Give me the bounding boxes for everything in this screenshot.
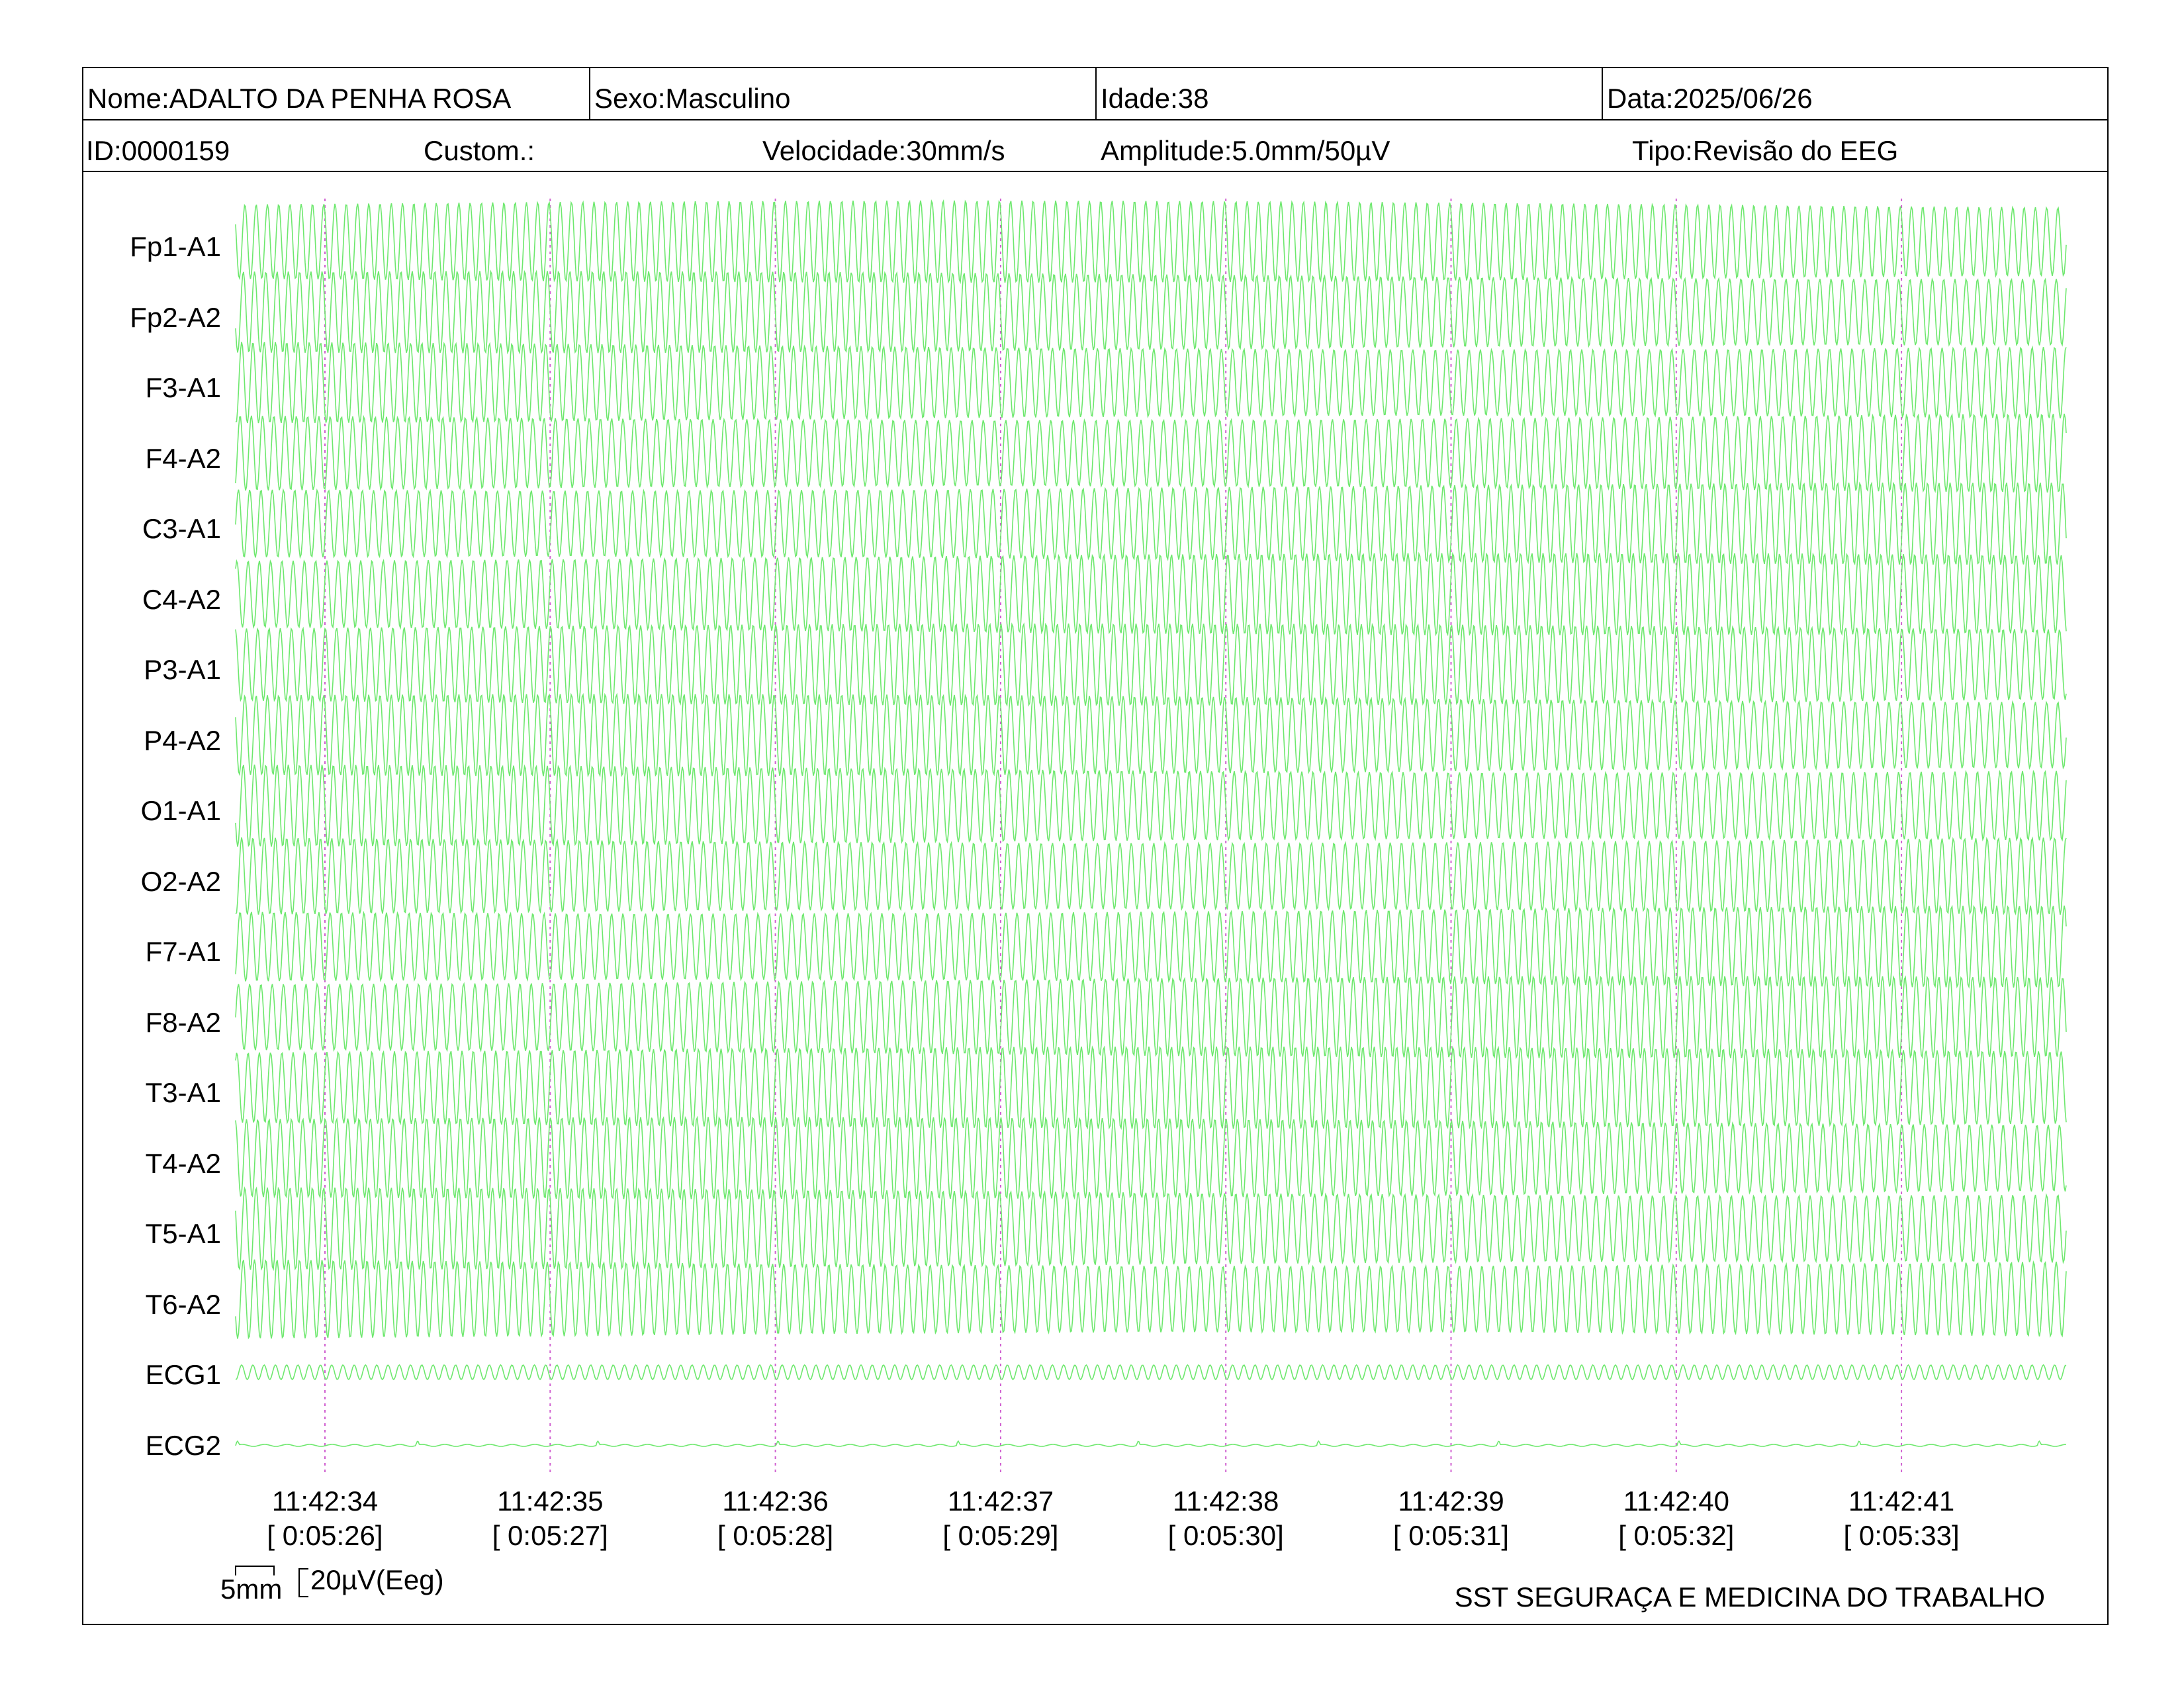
channel-label: T4-A2 <box>145 1147 221 1179</box>
header-divider <box>82 119 2109 120</box>
channel-trace <box>235 1364 2067 1381</box>
clock-time: 11:42:39 <box>1398 1485 1504 1517</box>
clock-time: 11:42:41 <box>1848 1485 1955 1517</box>
channel-label: F3-A1 <box>145 372 221 403</box>
custom-field: Custom.: <box>424 135 535 166</box>
channel-trace <box>235 199 2067 285</box>
channel-trace <box>235 1186 2067 1272</box>
channel-trace <box>235 269 2067 355</box>
time-marker-label: 11:42:41[ 0:05:33] <box>1822 1484 1981 1553</box>
elapsed-time: [ 0:05:28] <box>717 1520 834 1551</box>
channel-label: ECG1 <box>145 1359 221 1390</box>
elapsed-time: [ 0:05:30] <box>1167 1520 1284 1551</box>
channel-label: F4-A2 <box>145 442 221 474</box>
channel-label: T6-A2 <box>145 1288 221 1320</box>
amplitude-scale-label: 20µV(Eeg) <box>310 1564 444 1595</box>
header-cell-divider <box>589 67 590 120</box>
channel-trace <box>235 412 2067 493</box>
elapsed-time: [ 0:05:29] <box>942 1520 1059 1551</box>
channel-label: T3-A1 <box>145 1077 221 1108</box>
channel-trace <box>235 481 2067 566</box>
channel-label: P3-A1 <box>144 654 221 685</box>
header-cell-divider <box>1095 67 1097 120</box>
channel-label: C4-A2 <box>142 583 221 615</box>
clock-time: 11:42:36 <box>722 1485 829 1517</box>
channel-trace <box>235 692 2067 778</box>
time-marker-label: 11:42:40[ 0:05:32] <box>1597 1484 1756 1553</box>
channel-label: Fp1-A1 <box>130 231 221 262</box>
channel-trace <box>235 1259 2067 1340</box>
time-marker-label: 11:42:38[ 0:05:30] <box>1146 1484 1305 1553</box>
channel-trace <box>235 836 2067 916</box>
time-marker-label: 11:42:34[ 0:05:26] <box>246 1484 404 1553</box>
channel-label: ECG2 <box>145 1429 221 1461</box>
channel-trace <box>235 551 2067 637</box>
time-scale-bracket <box>235 1566 275 1575</box>
clock-time: 11:42:40 <box>1623 1485 1729 1517</box>
channel-label: F8-A2 <box>145 1006 221 1038</box>
elapsed-time: [ 0:05:27] <box>492 1520 608 1551</box>
amplitude-scale-bracket <box>298 1568 308 1597</box>
time-marker-label: 11:42:35[ 0:05:27] <box>471 1484 629 1553</box>
channel-label: O1-A1 <box>140 795 221 826</box>
patient-sex: Sexo:Masculino <box>594 83 791 114</box>
clock-time: 11:42:35 <box>497 1485 604 1517</box>
exam-date: Data:2025/06/26 <box>1607 83 1813 114</box>
channel-label: Fp2-A2 <box>130 301 221 333</box>
channel-trace <box>235 1440 2067 1447</box>
header-bottom-border <box>82 171 2109 172</box>
channel-trace <box>235 764 2067 847</box>
exam-type: Tipo:Revisão do EEG <box>1632 135 1899 166</box>
elapsed-time: [ 0:05:31] <box>1392 1520 1510 1551</box>
time-scale-label: 5mm <box>220 1573 283 1605</box>
channel-label: F7-A1 <box>145 936 221 967</box>
channel-label: P4-A2 <box>144 724 221 756</box>
time-marker-label: 11:42:37[ 0:05:29] <box>921 1484 1080 1553</box>
channel-trace <box>235 622 2067 708</box>
channel-label: T5-A1 <box>145 1218 221 1249</box>
channel-trace <box>235 1045 2067 1130</box>
channel-trace <box>235 342 2067 424</box>
speed-setting: Velocidade:30mm/s <box>762 135 1005 166</box>
time-marker-label: 11:42:36[ 0:05:28] <box>696 1484 855 1553</box>
clock-time: 11:42:38 <box>1173 1485 1279 1517</box>
channel-trace <box>235 974 2067 1060</box>
elapsed-time: [ 0:05:26] <box>267 1520 383 1551</box>
elapsed-time: [ 0:05:33] <box>1843 1520 1960 1551</box>
patient-age: Idade:38 <box>1101 83 1209 114</box>
patient-id: ID:0000159 <box>86 135 230 166</box>
elapsed-time: [ 0:05:32] <box>1618 1520 1735 1551</box>
amplitude-setting: Amplitude:5.0mm/50µV <box>1101 135 1390 166</box>
organization-name: SST SEGURAÇA E MEDICINA DO TRABALHO <box>1454 1581 2045 1613</box>
channel-label: O2-A2 <box>140 865 221 897</box>
clock-time: 11:42:34 <box>271 1485 379 1517</box>
clock-time: 11:42:37 <box>947 1485 1054 1517</box>
header-cell-divider <box>1602 67 1603 120</box>
channel-trace <box>235 1115 2067 1201</box>
patient-name: Nome:ADALTO DA PENHA ROSA <box>87 83 512 114</box>
channel-trace <box>235 904 2067 989</box>
channel-label: C3-A1 <box>142 513 221 544</box>
time-marker-label: 11:42:39[ 0:05:31] <box>1372 1484 1531 1553</box>
